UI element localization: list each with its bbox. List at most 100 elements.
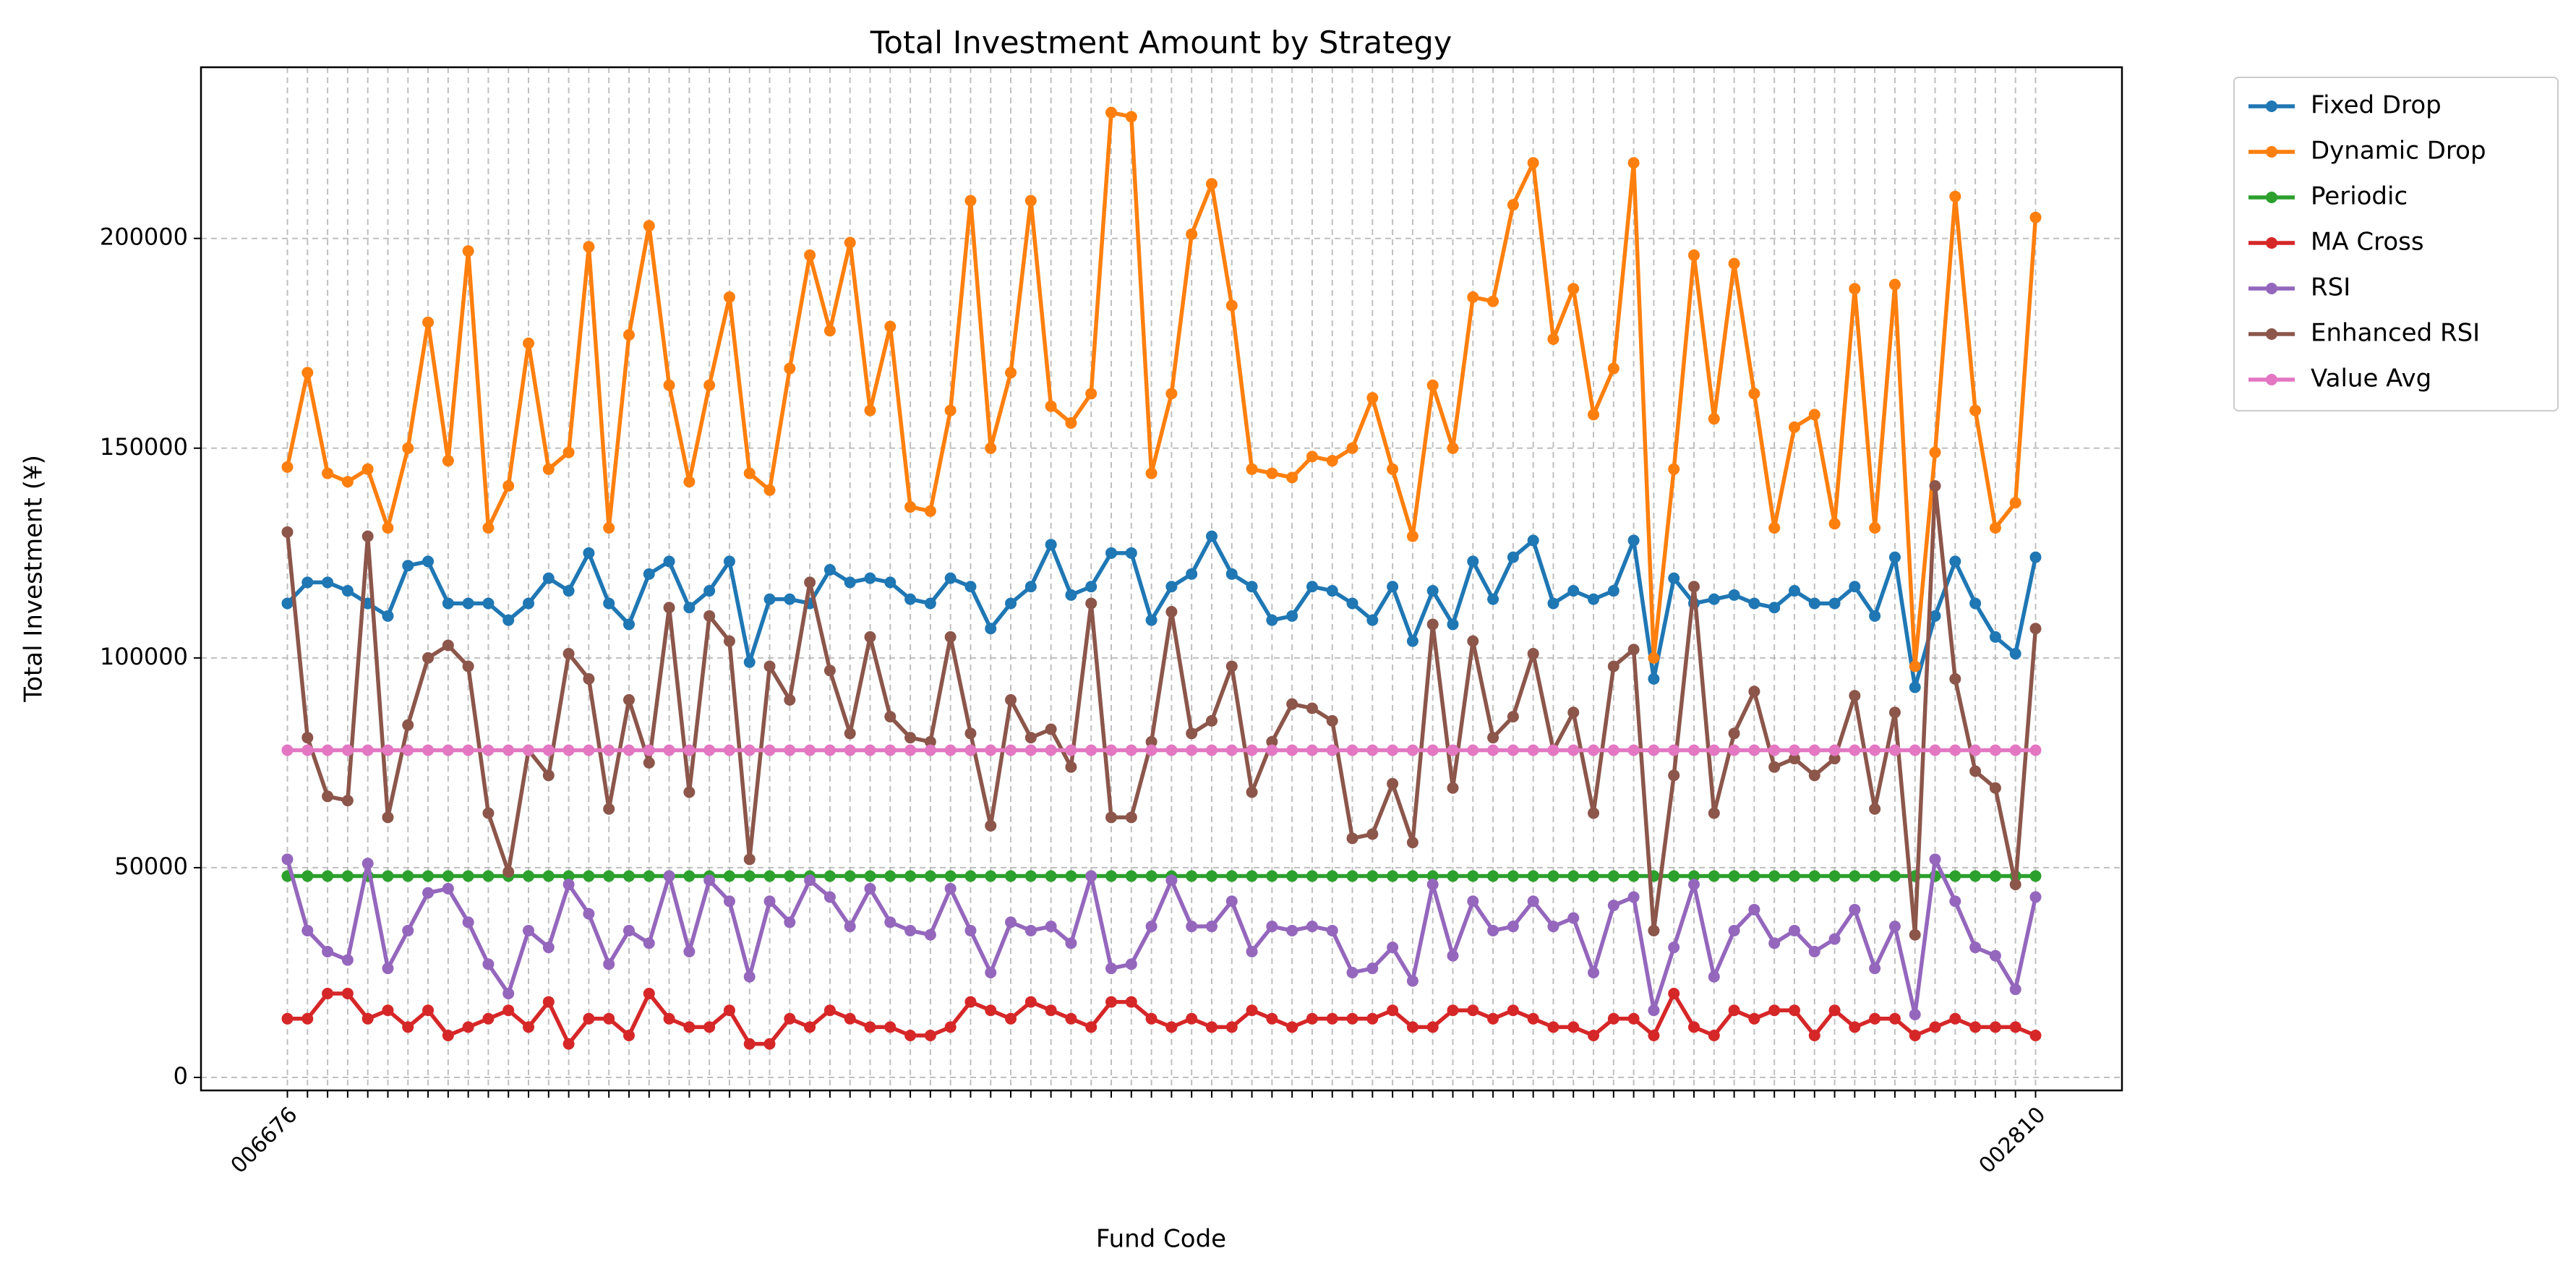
data-point: [924, 870, 936, 882]
data-point: [1024, 870, 1037, 882]
data-point: [703, 379, 716, 391]
data-point: [562, 446, 575, 458]
data-point: [1467, 1004, 1479, 1017]
data-point: [1447, 870, 1459, 882]
data-point: [442, 455, 454, 467]
data-point: [723, 635, 735, 647]
data-point: [1005, 597, 1017, 610]
data-point: [1929, 610, 1941, 622]
data-point: [964, 870, 977, 882]
data-point: [603, 744, 615, 756]
data-point: [1065, 417, 1077, 429]
data-point: [1387, 941, 1399, 954]
data-point: [2029, 623, 2042, 635]
data-point: [281, 461, 294, 473]
data-point: [1045, 870, 1057, 882]
data-point: [562, 879, 575, 891]
data-point: [944, 1021, 957, 1033]
data-point: [1065, 937, 1077, 949]
data-point: [1808, 769, 1820, 782]
data-point: [1989, 949, 2001, 962]
data-point: [1125, 111, 1137, 123]
data-point: [1165, 1021, 1178, 1033]
data-point: [1888, 706, 1901, 719]
data-point: [1045, 723, 1057, 735]
data-point: [1588, 966, 1600, 978]
data-point: [1788, 870, 1800, 882]
data-point: [603, 958, 615, 970]
data-point: [382, 811, 394, 824]
data-point: [1306, 702, 1318, 714]
data-point: [884, 320, 897, 333]
data-point: [964, 744, 977, 756]
data-point: [1588, 807, 1600, 819]
data-point: [743, 853, 756, 866]
data-point: [844, 870, 856, 882]
x-axis-label: Fund Code: [1096, 1225, 1226, 1254]
data-point: [1849, 283, 1861, 295]
data-point: [1387, 870, 1399, 882]
data-point: [2029, 211, 2042, 223]
data-point: [904, 593, 917, 605]
data-point: [1708, 593, 1720, 605]
data-point: [542, 572, 555, 584]
data-point: [301, 924, 314, 936]
data-point: [1426, 618, 1439, 631]
data-point: [1326, 455, 1338, 467]
data-point: [1186, 1012, 1198, 1025]
data-point: [1728, 727, 1740, 740]
data-point: [1205, 921, 1218, 933]
data-point: [1748, 870, 1760, 882]
data-point: [643, 220, 655, 232]
data-point: [442, 1029, 454, 1041]
data-point: [804, 744, 816, 756]
data-point: [1748, 744, 1760, 756]
data-point: [1447, 618, 1459, 631]
data-point: [1688, 1021, 1700, 1033]
data-point: [1808, 409, 1820, 421]
data-point: [1005, 367, 1017, 379]
data-point: [1225, 1021, 1238, 1033]
data-point: [844, 1012, 856, 1025]
data-point: [1788, 421, 1800, 433]
data-point: [904, 744, 917, 756]
data-point: [442, 639, 454, 652]
data-point: [864, 572, 876, 584]
data-point: [1467, 870, 1479, 882]
data-point: [1828, 1004, 1841, 1017]
data-point: [683, 476, 696, 488]
data-point: [723, 744, 735, 756]
data-point: [1708, 870, 1720, 882]
data-point: [1306, 581, 1318, 593]
data-point: [703, 585, 716, 597]
data-point: [924, 928, 936, 941]
data-point: [1969, 597, 1982, 610]
data-point: [1105, 744, 1118, 756]
data-point: [1748, 597, 1760, 610]
data-point: [322, 945, 334, 957]
data-point: [1547, 333, 1559, 345]
data-point: [462, 1021, 474, 1033]
data-point: [1627, 534, 1640, 547]
data-point: [1668, 744, 1680, 756]
data-point: [1869, 522, 1881, 534]
data-point: [1426, 744, 1439, 756]
data-point: [462, 660, 474, 672]
data-point: [1125, 958, 1137, 970]
data-point: [603, 522, 615, 534]
data-point: [1246, 945, 1258, 957]
data-point: [1306, 921, 1318, 933]
data-point: [603, 1012, 615, 1025]
data-point: [361, 1012, 374, 1025]
data-point: [643, 744, 655, 756]
data-point: [583, 907, 595, 920]
data-point: [1567, 744, 1580, 756]
data-point: [402, 870, 414, 882]
data-point: [523, 1021, 535, 1033]
data-point: [1688, 744, 1700, 756]
data-point: [562, 585, 575, 597]
data-point: [1266, 921, 1278, 933]
data-point: [1567, 585, 1580, 597]
data-point: [1668, 870, 1680, 882]
data-point: [1527, 895, 1539, 907]
